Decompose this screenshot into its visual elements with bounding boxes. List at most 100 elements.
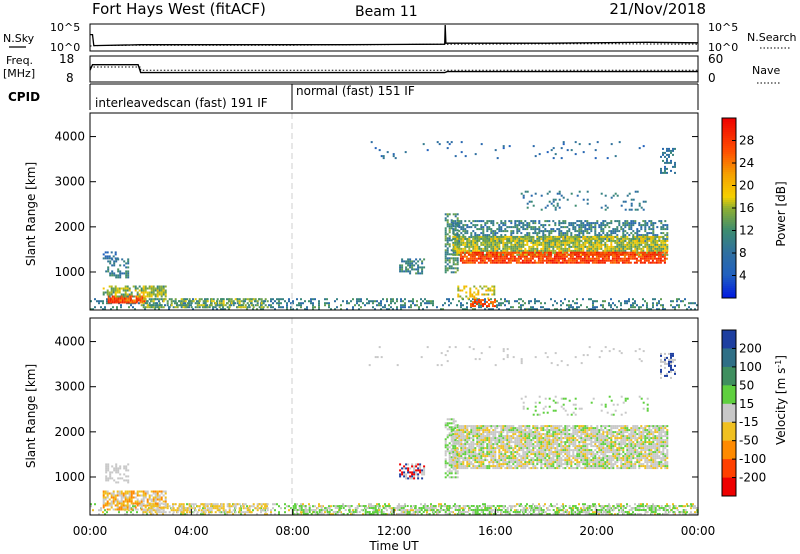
- scatter-cell: [106, 496, 109, 499]
- scatter-cell: [518, 245, 521, 248]
- scatter-cell: [409, 258, 412, 261]
- scatter-cell: [118, 508, 121, 511]
- scatter-cell: [620, 237, 623, 240]
- scatter-cell: [642, 247, 645, 250]
- scatter-cell: [480, 237, 483, 240]
- scatter-cell: [460, 507, 462, 510]
- scatter-cell: [616, 226, 619, 229]
- scatter-cell: [304, 513, 307, 515]
- scatter-cell: [164, 505, 167, 508]
- scatter-cell: [570, 232, 573, 235]
- scatter-cell: [494, 247, 497, 250]
- scatter-cell: [520, 306, 522, 309]
- scatter-cell: [506, 230, 509, 233]
- scatter-cell: [538, 222, 541, 225]
- scatter-cell: [587, 253, 590, 256]
- scatter-cell: [568, 245, 571, 248]
- scatter-cell: [475, 259, 478, 262]
- scatter-cell: [638, 202, 641, 205]
- scatter-cell: [613, 259, 616, 262]
- scatter-cell: [608, 226, 611, 229]
- scatter-cell: [664, 151, 666, 154]
- power-colorbar-band: [722, 282, 736, 285]
- scatter-cell: [628, 511, 630, 514]
- scatter-cell: [594, 300, 596, 303]
- scatter-cell: [622, 200, 625, 203]
- scatter-cell: [575, 253, 578, 256]
- scatter-cell: [128, 492, 131, 495]
- scatter-cell: [144, 490, 147, 493]
- scatter-cell: [581, 251, 584, 254]
- scatter-cell: [690, 308, 692, 311]
- scatter-cell: [438, 503, 440, 506]
- scatter-cell: [446, 257, 449, 260]
- scatter-cell: [401, 258, 404, 261]
- scatter-cell: [106, 251, 109, 254]
- scatter-cell: [150, 506, 153, 509]
- scatter-cell: [552, 505, 554, 508]
- noise-sky-line: [90, 24, 699, 47]
- scatter-cell: [549, 255, 552, 258]
- scatter-cell: [280, 298, 282, 301]
- scatter-cell: [647, 257, 650, 260]
- scatter-cell: [544, 308, 546, 311]
- scatter-cell: [491, 251, 494, 254]
- scatter-cell: [194, 507, 196, 510]
- scatter-cell: [142, 304, 145, 307]
- power-colorbar-label: Power [dB]: [774, 181, 788, 246]
- scatter-cell: [514, 249, 517, 252]
- scatter-cell: [148, 306, 151, 309]
- scatter-cell: [508, 145, 511, 148]
- scatter-cell: [150, 295, 153, 298]
- scatter-cell: [198, 505, 201, 508]
- scatter-cell: [537, 257, 540, 260]
- scatter-cell: [318, 503, 320, 506]
- scatter-cell: [632, 298, 634, 301]
- scatter-cell: [236, 306, 239, 309]
- scatter-cell: [488, 228, 491, 231]
- scatter-cell: [552, 251, 555, 254]
- scatter-cell: [616, 306, 618, 309]
- scatter-cell: [670, 161, 672, 164]
- scatter-cell: [502, 237, 505, 240]
- scatter-cell: [194, 509, 197, 512]
- scatter-cell: [264, 507, 267, 510]
- scatter-cell: [558, 232, 561, 235]
- scatter-cell: [636, 208, 639, 211]
- scatter-cell: [645, 255, 648, 258]
- scatter-cell: [537, 261, 540, 264]
- scatter-cell: [123, 473, 126, 476]
- scatter-cell: [561, 253, 564, 256]
- scatter-cell: [220, 304, 223, 307]
- scatter-cell: [114, 285, 117, 288]
- scatter-cell: [116, 504, 119, 507]
- scatter-cell: [476, 505, 478, 508]
- scatter-cell: [512, 235, 515, 238]
- scatter-cell: [534, 155, 537, 158]
- scatter-cell: [581, 253, 584, 256]
- scatter-cell: [578, 235, 581, 238]
- scatter-cell: [111, 471, 114, 474]
- scatter-cell: [172, 300, 175, 303]
- scatter-cell: [456, 222, 459, 225]
- scatter-cell: [586, 237, 589, 240]
- scatter-cell: [518, 235, 521, 238]
- scatter-cell: [538, 239, 541, 242]
- scatter-cell: [547, 259, 550, 262]
- scatter-cell: [626, 237, 629, 240]
- scatter-cell: [648, 247, 651, 250]
- scatter-cell: [640, 226, 643, 229]
- scatter-cell: [144, 306, 147, 309]
- scatter-cell: [471, 293, 474, 296]
- scatter-cell: [404, 298, 406, 301]
- scatter-cell: [537, 251, 540, 254]
- scatter-cell: [612, 235, 615, 238]
- scatter-cell: [595, 253, 598, 256]
- scatter-cell: [192, 298, 194, 301]
- scatter-cell: [244, 503, 247, 506]
- scatter-cell: [559, 251, 562, 254]
- y-tick-label: 3000: [54, 175, 85, 189]
- scatter-cell: [590, 228, 593, 231]
- scatter-cell: [663, 259, 666, 262]
- scatter-cell: [446, 247, 449, 250]
